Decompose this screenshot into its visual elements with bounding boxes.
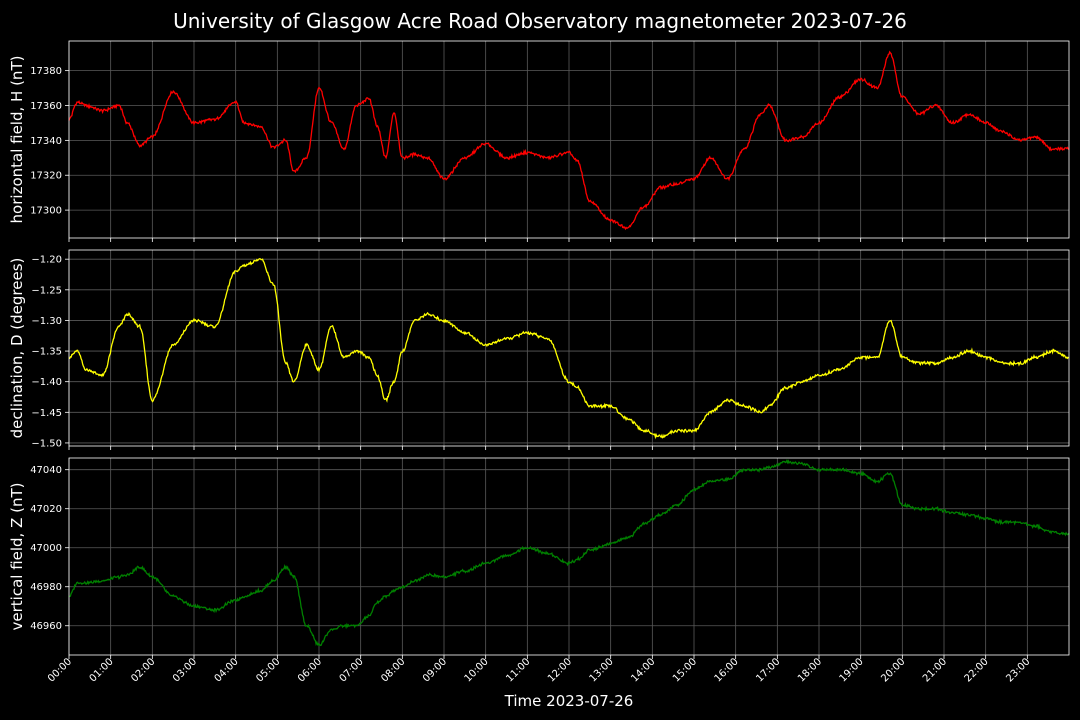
y-tick-label: 17320 — [30, 171, 62, 182]
x-tick-label: 23:00 — [1004, 656, 1032, 684]
x-tick-label: 08:00 — [379, 656, 407, 684]
x-tick-label: 21:00 — [921, 656, 949, 684]
x-tick-label: 16:00 — [713, 656, 741, 684]
panel-h: 17300 17320 17340 17360 17380 horizontal fiel… — [8, 40, 1070, 242]
panel-frame — [68, 249, 1070, 447]
x-tick-label: 13:00 — [588, 656, 616, 684]
x-tick-label: 12:00 — [546, 656, 574, 684]
x-tick-label: 18:00 — [796, 656, 824, 684]
y-tick-label: 47000 — [30, 543, 62, 554]
y-tick-label: 46960 — [30, 621, 62, 632]
y-tick-label: 47020 — [30, 504, 62, 515]
chart-title: University of Glasgow Acre Road Observat… — [173, 9, 907, 33]
panel-d: −1.50 −1.45 −1.40 −1.35 −1.30 −1.25 −1.20 decli… — [8, 249, 1070, 450]
x-axis-label: Time 2023-07-26 — [504, 692, 634, 710]
x-tick-label: 20:00 — [879, 656, 907, 684]
x-tick-label: 01:00 — [88, 656, 116, 684]
series-line-d — [68, 258, 1070, 440]
x-tick-label: 19:00 — [838, 656, 866, 684]
x-tick-label: 15:00 — [671, 656, 699, 684]
x-tick-label: 03:00 — [171, 656, 199, 684]
y-tick-label: −1.45 — [31, 408, 62, 419]
x-tick-label: 02:00 — [129, 656, 157, 684]
series-line-h — [68, 50, 1070, 231]
y-tick-label: −1.40 — [31, 377, 62, 388]
y-tick-label: −1.20 — [31, 255, 62, 266]
y-axis-label-d: declination, D (degrees) — [8, 258, 26, 439]
x-tick-label: 10:00 — [463, 656, 491, 684]
y-tick-label: −1.50 — [31, 438, 62, 449]
panel-z: 46960 46980 47000 47020 47040 vertical field,… — [8, 457, 1070, 659]
y-tick-label: 17360 — [30, 101, 62, 112]
series-line-z — [68, 459, 1070, 647]
y-axis-label-z: vertical field, Z (nT) — [8, 482, 26, 630]
y-tick-label: 46980 — [30, 582, 62, 593]
panel-frame — [68, 457, 1070, 656]
x-tick-label: 07:00 — [338, 656, 366, 684]
x-axis-ticks: 00:00 01:00 02:00 03:00 04:00 05:00 06:00 07:00… — [46, 656, 1032, 684]
x-tick-label: 17:00 — [754, 656, 782, 684]
y-tick-label: 47040 — [30, 465, 62, 476]
y-axis-label-h: horizontal field, H (nT) — [8, 56, 26, 224]
x-tick-label: 22:00 — [963, 656, 991, 684]
y-tick-label: 17380 — [30, 66, 62, 77]
panel-frame — [68, 40, 1070, 239]
x-tick-label: 06:00 — [296, 656, 324, 684]
y-tick-label: −1.25 — [31, 285, 62, 296]
y-tick-label: 17300 — [30, 206, 62, 217]
x-tick-label: 14:00 — [629, 656, 657, 684]
x-tick-label: 04:00 — [213, 656, 241, 684]
x-tick-label: 11:00 — [504, 656, 532, 684]
x-tick-label: 00:00 — [46, 656, 74, 684]
y-tick-label: 17340 — [30, 136, 62, 147]
y-tick-label: −1.35 — [31, 347, 62, 358]
x-tick-label: 09:00 — [421, 656, 449, 684]
x-tick-label: 05:00 — [254, 656, 282, 684]
panels: 17300 17320 17340 17360 17380 horizontal fiel… — [8, 40, 1070, 659]
y-tick-label: −1.30 — [31, 316, 62, 327]
